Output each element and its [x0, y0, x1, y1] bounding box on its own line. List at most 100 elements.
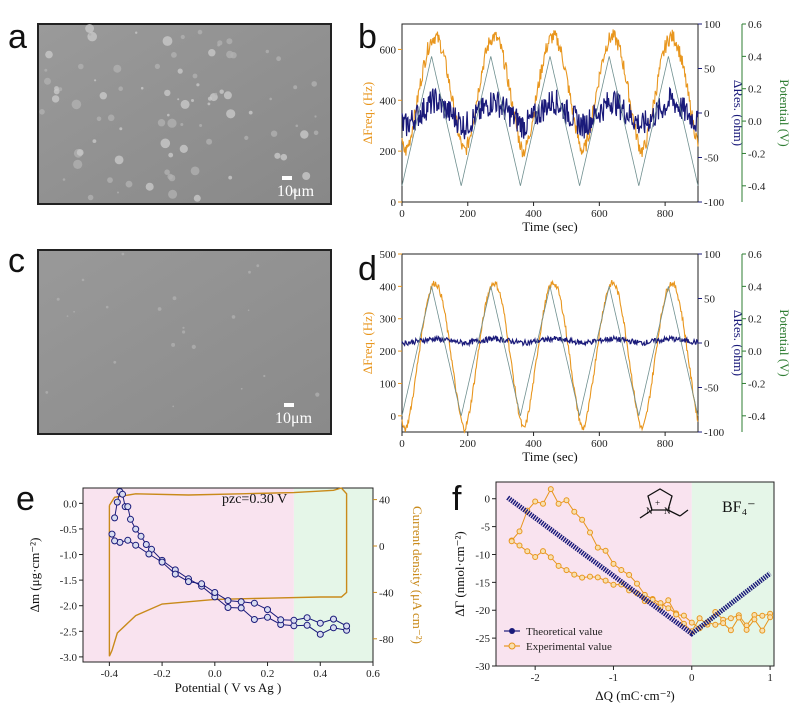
sem-particle [171, 52, 177, 58]
sem-particle [231, 315, 236, 319]
scale-label-a: 10μm [277, 183, 315, 200]
sem-particle [208, 49, 216, 57]
mass-point [264, 606, 271, 614]
sem-particle [223, 91, 232, 100]
mass-point [224, 604, 232, 611]
sem-particle [117, 191, 119, 194]
y-right-tick-label: 40 [379, 495, 391, 507]
y-left-tick-label: 0.0 [63, 498, 77, 510]
sem-particle [107, 114, 115, 122]
sem-particle [85, 24, 94, 33]
sem-particle [140, 86, 144, 90]
sem-particle [78, 63, 84, 70]
y-left-axis-label: Δm (μg·cm⁻²) [27, 538, 42, 613]
sem-particle [113, 64, 122, 73]
sem-particle [274, 152, 281, 159]
y-left-tick-label: 100 [380, 378, 397, 390]
sem-particle [313, 130, 319, 136]
sem-particle [71, 99, 82, 110]
y-left-tick-label: 500 [380, 249, 397, 261]
sem-particle [56, 297, 60, 301]
y-right1-axis-label: ΔRes. (ohm) [731, 80, 746, 146]
sem-particle [113, 360, 117, 364]
y-left-tick-label: -2.0 [60, 601, 78, 613]
x-tick-label: 200 [460, 438, 477, 450]
sem-particle [54, 86, 59, 91]
series-theoretical [506, 495, 772, 637]
experimental-point [571, 571, 578, 578]
x-tick-label: 800 [657, 208, 674, 220]
experimental-point [602, 577, 609, 584]
scale-bar-a [282, 176, 292, 180]
mass-point [224, 597, 232, 605]
sem-particles-c [45, 252, 320, 408]
y-left-axis-label: ΔFreq. (Hz) [360, 312, 375, 375]
sem-particle [44, 77, 51, 85]
experimental-point [688, 619, 695, 626]
sem-particle [121, 252, 125, 256]
sem-particle [114, 155, 124, 165]
y-left-tick-label: 0 [391, 197, 397, 209]
panel-label-c: c [8, 242, 25, 280]
sem-particle [206, 138, 213, 145]
sem-particle [217, 43, 221, 47]
sem-particle [154, 63, 160, 69]
experimental-point [673, 611, 680, 618]
mass-point [250, 616, 258, 623]
sem-particle [92, 139, 97, 144]
sem-particle [107, 177, 113, 184]
experimental-point [540, 500, 546, 507]
experimental-point [571, 508, 578, 515]
sem-particle [292, 188, 298, 194]
legend-experimental-label: Experimental value [526, 641, 612, 653]
sem-particle [125, 180, 133, 188]
sem-particle [66, 315, 69, 317]
series-freq [401, 279, 699, 434]
y-right2-tick-label: -0.2 [748, 378, 765, 390]
x-tick-label: 400 [525, 438, 542, 450]
y-right1-axis-label: ΔRes. (ohm) [731, 310, 746, 376]
y-right-axis-label: Current density (μA cm⁻²) [410, 506, 425, 644]
scale-bar-c [284, 403, 294, 407]
y-left-tick-label: 300 [380, 314, 397, 326]
mass-point [185, 578, 192, 586]
experimental-point [727, 627, 734, 634]
mass-point [303, 621, 311, 629]
sem-particle [248, 110, 253, 115]
mass-point [303, 614, 311, 622]
mass-point [124, 536, 132, 544]
sem-particle [248, 270, 251, 274]
sem-particle [135, 31, 138, 34]
shade-negative [83, 488, 294, 662]
sem-particle [58, 87, 63, 92]
sem-particle [73, 159, 83, 169]
plot-frame [495, 481, 775, 667]
mass-point [211, 589, 219, 596]
experimental-point [532, 554, 539, 560]
experimental-point [618, 567, 625, 573]
sem-particle [226, 38, 233, 45]
sem-particle [247, 309, 250, 312]
sem-particle [191, 99, 194, 102]
y-left-axis-label: ΔFreq. (Hz) [360, 82, 375, 145]
sem-particle [73, 310, 75, 313]
sem-particle [168, 189, 178, 199]
experimental-point [602, 547, 609, 554]
sem-particle [180, 99, 190, 109]
experimental-point [555, 562, 562, 569]
experimental-point [594, 574, 601, 581]
experimental-point [540, 548, 546, 555]
svg-text:N: N [664, 506, 671, 516]
y-right1-tick-label: 0 [704, 108, 710, 120]
experimental-point [735, 614, 742, 621]
experimental-point [547, 486, 554, 493]
experimental-point [579, 516, 586, 523]
y-left-tick-label: -1.0 [60, 550, 78, 562]
sem-particle [164, 169, 170, 175]
y-right1-tick-label: 50 [704, 64, 716, 76]
series-res [401, 334, 699, 348]
y-left-tick-label: 0 [391, 411, 397, 423]
sem-particle [160, 138, 171, 149]
sem-particle [199, 124, 203, 127]
